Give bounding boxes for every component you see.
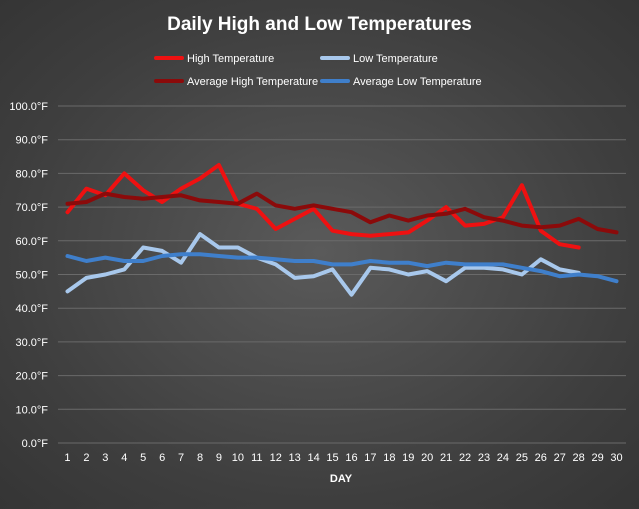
x-tick-label: 24 <box>497 452 509 464</box>
x-tick-label: 6 <box>159 452 165 464</box>
x-tick-label: 13 <box>289 452 301 464</box>
legend-label-average-low-temperature: Average Low Temperature <box>353 76 482 88</box>
y-axis: 0.0°F 10.0°F 20.0°F 30.0°F 40.0°F 50.0°F 60.0°… <box>9 101 48 450</box>
legend: High Temperature Low Temperature Average H… <box>154 53 482 88</box>
x-tick-label: 22 <box>459 452 471 464</box>
y-tick-label: 10.0°F <box>15 404 48 416</box>
x-tick-label: 25 <box>516 452 528 464</box>
series-group <box>65 163 619 297</box>
x-tick-label: 15 <box>326 452 338 464</box>
y-tick-label: 50.0°F <box>15 270 48 282</box>
y-tick-label: 90.0°F <box>15 135 48 147</box>
y-tick-label: 60.0°F <box>15 236 48 248</box>
x-tick-label: 19 <box>402 452 414 464</box>
legend-label-low-temperature: Low Temperature <box>353 53 438 65</box>
x-tick-label: 3 <box>102 452 108 464</box>
x-tick-label: 27 <box>554 452 566 464</box>
y-tick-label: 70.0°F <box>15 202 48 214</box>
legend-label-high-temperature: High Temperature <box>187 53 274 65</box>
x-tick-label: 17 <box>364 452 376 464</box>
x-tick-label: 14 <box>307 452 319 464</box>
x-axis: 1 2 3 4 5 6 7 8 9 10 11 12 13 14 15 16 17 18 19 20 21 22 23 24 2… <box>64 452 622 464</box>
x-tick-label: 23 <box>478 452 490 464</box>
chart-title: Daily High and Low Temperatures <box>167 14 472 35</box>
gridlines <box>58 105 626 444</box>
y-tick-label: 0.0°F <box>22 438 49 450</box>
series-line-low-temperature <box>65 232 581 297</box>
y-tick-label: 80.0°F <box>15 168 48 180</box>
x-tick-label: 10 <box>232 452 244 464</box>
x-tick-label: 4 <box>121 452 127 464</box>
x-tick-label: 5 <box>140 452 146 464</box>
x-tick-label: 16 <box>345 452 357 464</box>
series-line-average-high-temperature <box>65 191 619 235</box>
x-tick-label: 18 <box>383 452 395 464</box>
x-axis-label: DAY <box>330 473 353 485</box>
x-tick-label: 9 <box>216 452 222 464</box>
x-tick-label: 30 <box>610 452 622 464</box>
x-tick-label: 29 <box>591 452 603 464</box>
x-tick-label: 8 <box>197 452 203 464</box>
x-tick-label: 1 <box>64 452 70 464</box>
x-tick-label: 12 <box>270 452 282 464</box>
x-tick-label: 20 <box>421 452 433 464</box>
x-tick-label: 21 <box>440 452 452 464</box>
x-tick-label: 2 <box>83 452 89 464</box>
x-tick-label: 28 <box>573 452 585 464</box>
x-tick-label: 26 <box>535 452 547 464</box>
x-tick-label: 11 <box>251 452 262 464</box>
y-tick-label: 20.0°F <box>15 371 48 383</box>
legend-label-average-high-temperature: Average High Temperature <box>187 76 318 88</box>
y-tick-label: 30.0°F <box>15 337 48 349</box>
series-line-average-low-temperature <box>65 252 619 284</box>
x-tick-label: 7 <box>178 452 184 464</box>
y-tick-label: 40.0°F <box>15 303 48 315</box>
y-tick-label: 100.0°F <box>9 101 48 113</box>
